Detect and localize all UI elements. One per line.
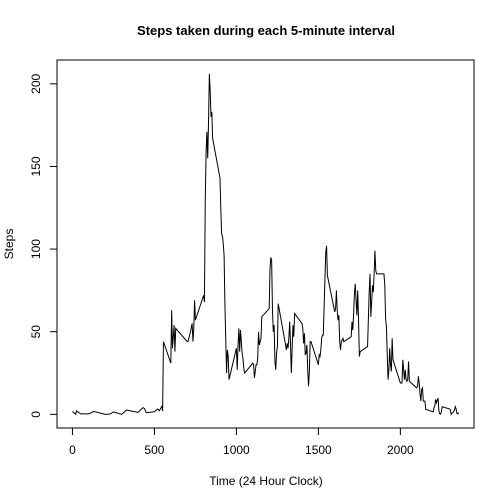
x-tick-label: 0 [69,443,76,457]
data-line [72,73,459,416]
y-tick-label: 100 [29,239,43,259]
x-tick-label: 2000 [387,443,414,457]
plot-frame [56,59,475,429]
x-tick-label: 1000 [223,443,250,457]
y-axis-label: Steps [2,229,16,260]
y-tick-label: 200 [29,73,43,93]
y-tick-label: 150 [29,156,43,176]
x-axis-label: Time (24 Hour Clock) [209,474,323,488]
chart-title: Steps taken during each 5-minute interva… [137,23,395,38]
y-tick-label: 0 [29,411,43,418]
x-tick-label: 1500 [305,443,332,457]
y-tick-label: 50 [29,325,43,339]
x-tick-label: 500 [144,443,164,457]
